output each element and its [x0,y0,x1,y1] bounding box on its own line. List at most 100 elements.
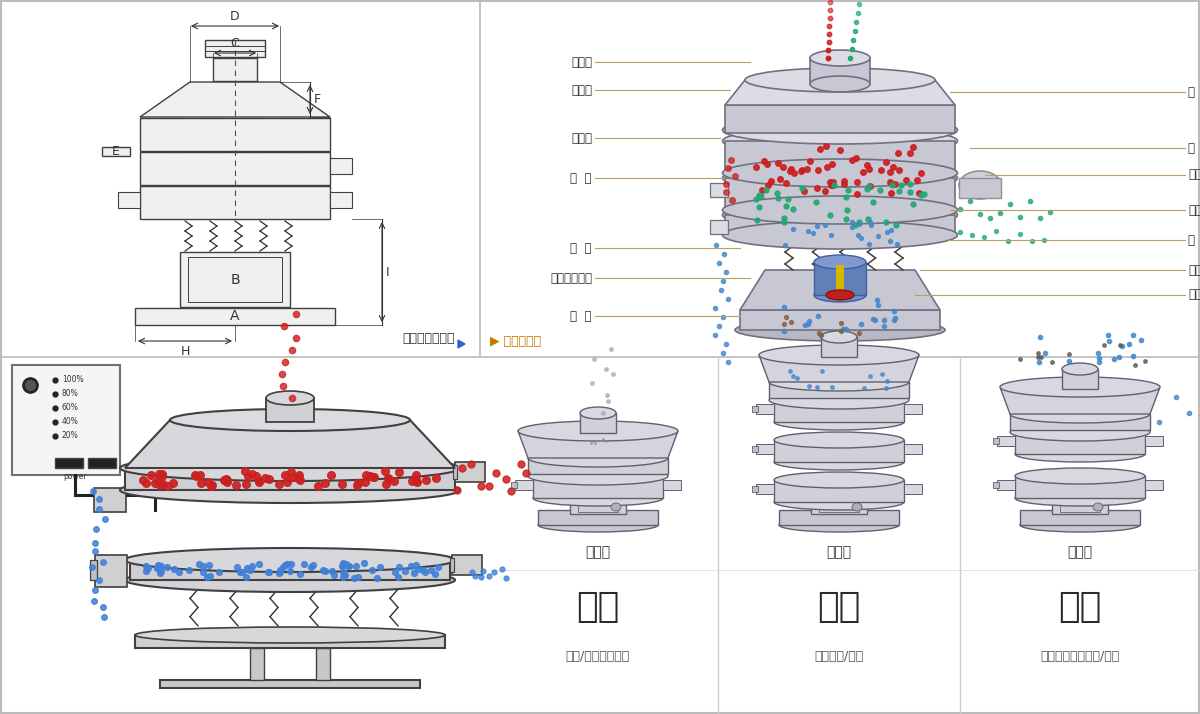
Bar [88,458,116,468]
Bar [140,152,330,185]
Bar [180,252,290,307]
Bar [1015,476,1145,498]
Ellipse shape [722,196,958,224]
Bar [811,500,866,514]
Bar [94,488,126,512]
Bar [818,502,859,512]
Text: A: A [230,309,240,323]
Text: 三层式: 三层式 [827,545,852,559]
Bar [774,440,904,462]
Bar [662,480,682,490]
Text: E: E [112,145,120,158]
Bar [1062,369,1098,389]
Bar [570,500,626,514]
Bar [774,480,904,502]
Text: 分级: 分级 [576,590,619,624]
Bar [12,365,120,475]
Ellipse shape [1015,424,1145,440]
Bar [1052,500,1108,514]
Text: power: power [64,472,86,481]
Bar [756,404,774,414]
Bar [756,444,774,454]
Text: 去除液体中的颗粒/异物: 去除液体中的颗粒/异物 [1040,650,1120,663]
Ellipse shape [774,472,904,488]
Bar [316,648,330,680]
Bar [125,468,455,490]
Ellipse shape [810,50,870,66]
Text: 双层式: 双层式 [1068,545,1092,559]
Text: 80%: 80% [62,390,79,398]
Bar [994,482,998,488]
Ellipse shape [1015,446,1145,462]
Ellipse shape [538,518,658,532]
Text: 加重块: 加重块 [1188,169,1200,181]
Bar [710,220,728,234]
Ellipse shape [1020,518,1140,532]
Text: H: H [180,345,190,358]
Polygon shape [518,431,678,458]
Bar [455,462,485,482]
Bar [1020,510,1140,525]
Text: 颗粒/粉末准确分级: 颗粒/粉末准确分级 [566,650,630,663]
Bar [55,458,83,468]
Bar [214,58,257,81]
Bar [904,444,922,454]
Bar [515,480,533,490]
Bar [756,484,774,494]
Bar [752,406,758,412]
Ellipse shape [814,288,866,302]
Text: 100%: 100% [62,376,84,385]
Text: 20%: 20% [62,431,79,441]
Bar [330,192,352,208]
Bar [538,510,658,525]
Polygon shape [740,270,940,310]
Bar [997,436,1015,446]
Bar [1060,502,1100,512]
Bar [580,413,616,433]
Bar [450,558,454,572]
Ellipse shape [125,548,455,572]
Bar [90,560,97,580]
Polygon shape [725,80,955,105]
Ellipse shape [774,432,904,448]
Ellipse shape [1000,377,1160,397]
Ellipse shape [1015,468,1145,484]
Text: 除杂: 除杂 [1058,590,1102,624]
Ellipse shape [774,414,904,430]
Ellipse shape [580,407,616,419]
Bar [205,40,265,57]
Text: 振动电机: 振动电机 [1188,263,1200,276]
Bar [710,183,728,197]
Bar [118,192,140,208]
Text: 外形尺寸示意图: 外形尺寸示意图 [402,332,455,345]
Text: D: D [230,10,240,23]
Ellipse shape [120,477,460,503]
Bar [528,458,668,474]
Ellipse shape [826,290,854,300]
Bar [330,158,352,174]
Bar [1015,432,1145,454]
Ellipse shape [533,490,662,506]
Bar [904,404,922,414]
Ellipse shape [528,449,668,467]
Ellipse shape [1010,423,1150,441]
Text: 网  架: 网 架 [1188,141,1200,154]
Bar [821,337,857,357]
Bar [452,555,482,575]
Ellipse shape [760,345,919,365]
Ellipse shape [774,454,904,470]
Ellipse shape [722,164,958,192]
Bar [454,465,457,479]
Ellipse shape [1062,363,1098,375]
Bar [140,186,330,219]
Ellipse shape [774,494,904,510]
Bar [814,262,866,295]
Bar [1145,480,1163,490]
Polygon shape [140,82,330,117]
Ellipse shape [528,467,668,485]
Text: I: I [386,266,390,278]
Ellipse shape [611,503,622,511]
Text: 过滤: 过滤 [817,590,860,624]
Text: 上部重锤: 上部重锤 [1188,203,1200,216]
Ellipse shape [814,255,866,269]
